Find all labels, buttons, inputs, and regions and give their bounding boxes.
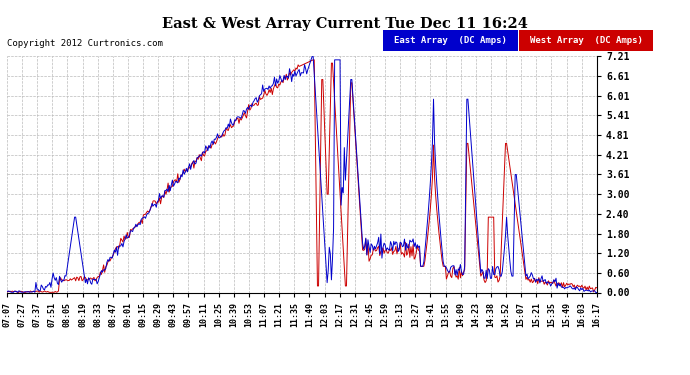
Text: East Array  (DC Amps): East Array (DC Amps) [394, 36, 506, 45]
Text: West Array  (DC Amps): West Array (DC Amps) [530, 36, 642, 45]
Text: Copyright 2012 Curtronics.com: Copyright 2012 Curtronics.com [7, 39, 163, 48]
Text: East & West Array Current Tue Dec 11 16:24: East & West Array Current Tue Dec 11 16:… [162, 17, 528, 31]
